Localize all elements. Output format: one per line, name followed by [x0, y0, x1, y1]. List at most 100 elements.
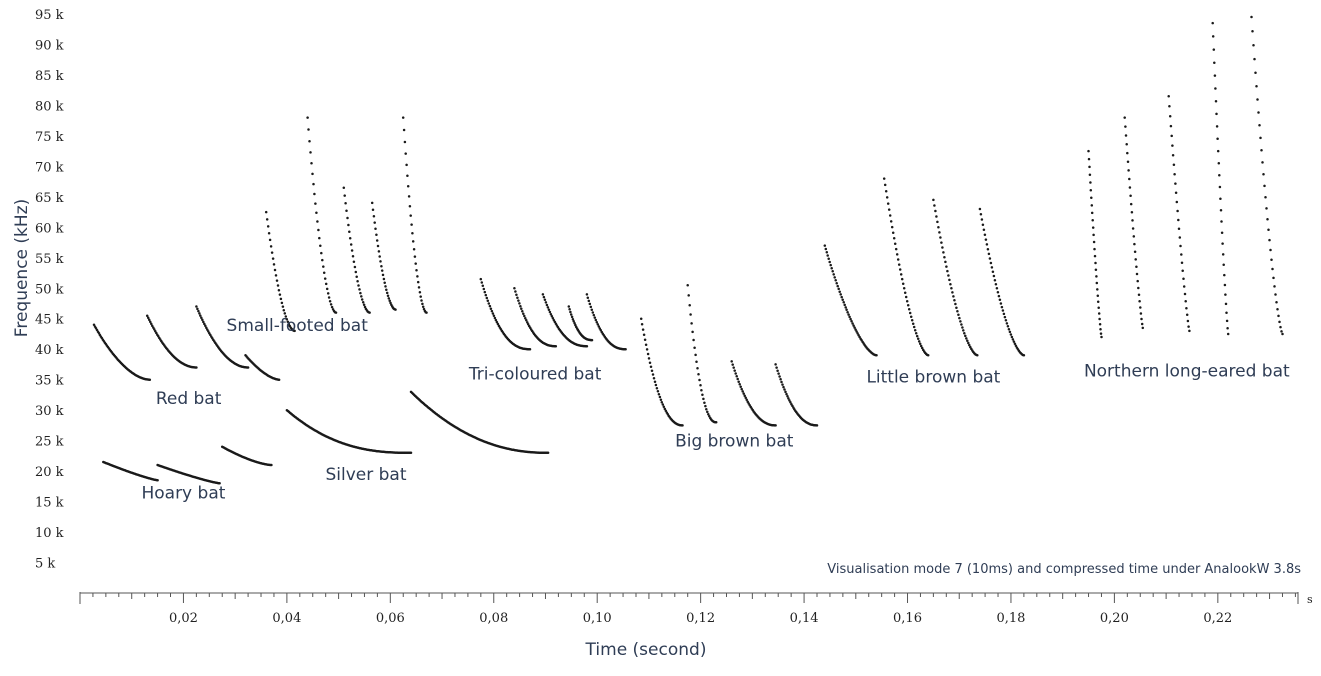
call-point	[848, 315, 851, 319]
call-point	[854, 328, 857, 331]
call-point	[739, 385, 742, 388]
call-point	[412, 247, 416, 251]
call-point	[150, 324, 154, 327]
call-point	[919, 344, 923, 348]
call-point	[1000, 305, 1004, 309]
call-point	[895, 253, 899, 256]
call-point	[567, 305, 571, 308]
call-point	[714, 421, 718, 424]
call-point	[900, 277, 904, 281]
call-point	[1098, 323, 1102, 326]
call-point	[1188, 329, 1191, 333]
call-point	[843, 303, 846, 307]
call-point	[281, 305, 285, 308]
call-point	[658, 395, 662, 399]
species-label: Hoary bat	[141, 484, 225, 504]
call-point	[549, 312, 553, 316]
y-tick-label: 75 k	[35, 130, 64, 145]
call-point	[1168, 105, 1171, 108]
call-point	[1093, 254, 1097, 258]
call-point	[1274, 293, 1277, 296]
call-point	[835, 281, 838, 285]
call-point	[887, 208, 891, 211]
call-point	[321, 258, 324, 262]
call-point	[846, 310, 849, 314]
call-point	[916, 337, 920, 341]
call-point	[649, 365, 653, 369]
call-point	[1128, 177, 1131, 181]
call-point	[493, 316, 497, 320]
call-point	[378, 255, 381, 258]
call-point	[984, 238, 988, 241]
call-point	[145, 314, 149, 317]
call-point	[352, 260, 356, 264]
call-point	[379, 260, 382, 263]
call-point	[349, 243, 353, 246]
call-point	[345, 209, 348, 213]
y-tick-label: 70 k	[35, 160, 64, 175]
call-point	[644, 343, 648, 346]
call-point	[384, 285, 387, 288]
call-point	[595, 321, 599, 324]
call-point	[1217, 161, 1221, 165]
call-point	[892, 237, 896, 240]
call-point	[1187, 325, 1190, 328]
call-point	[902, 287, 906, 290]
call-point	[992, 274, 996, 278]
call-point	[416, 275, 419, 278]
call-point	[783, 388, 786, 391]
call-point	[654, 383, 658, 387]
call-point	[1123, 116, 1126, 119]
call-point	[1186, 319, 1190, 323]
call-point	[1261, 161, 1264, 164]
call-point	[1138, 300, 1141, 303]
y-tick-label: 65 k	[35, 191, 64, 206]
call-point	[411, 231, 414, 235]
x-tick-label: 0,06	[376, 611, 405, 626]
call-point	[888, 214, 892, 217]
call-point	[323, 277, 327, 280]
call-point	[1173, 172, 1176, 176]
species-label: Little brown bat	[866, 368, 1000, 388]
call-point	[311, 172, 314, 176]
call-point	[842, 301, 845, 304]
call-point	[701, 393, 704, 396]
call-point	[1218, 173, 1221, 177]
call-point	[1007, 327, 1011, 331]
call-point	[1131, 219, 1134, 222]
call-point	[1269, 248, 1272, 252]
call-point	[594, 318, 598, 322]
call-point	[484, 293, 488, 297]
call-point	[496, 322, 500, 326]
call-point	[1135, 265, 1138, 269]
call-point	[285, 317, 289, 321]
call-point	[707, 413, 710, 416]
call-point	[277, 288, 281, 292]
call-point	[1094, 268, 1098, 272]
call-point	[284, 315, 288, 318]
call-point	[824, 247, 828, 251]
call-point	[738, 382, 741, 386]
call-point	[915, 334, 919, 338]
call-point	[494, 318, 498, 322]
call-point	[488, 304, 492, 308]
y-tick-label: 30 k	[35, 404, 64, 419]
call-point	[840, 295, 843, 299]
call-point	[1139, 306, 1142, 309]
call-point	[898, 268, 902, 271]
call-point	[362, 303, 366, 307]
call-point	[1005, 322, 1009, 325]
call-point	[377, 250, 381, 253]
call-point	[1137, 293, 1141, 297]
call-point	[1099, 327, 1102, 331]
call-point	[905, 299, 909, 303]
call-point	[940, 241, 943, 244]
call-point	[850, 320, 853, 323]
x-unit: s	[1307, 593, 1313, 606]
call-point	[203, 322, 206, 326]
call-point	[643, 338, 647, 342]
call-point	[776, 369, 779, 372]
call-point	[681, 424, 684, 427]
call-point	[1175, 200, 1179, 204]
call-point	[886, 202, 890, 205]
